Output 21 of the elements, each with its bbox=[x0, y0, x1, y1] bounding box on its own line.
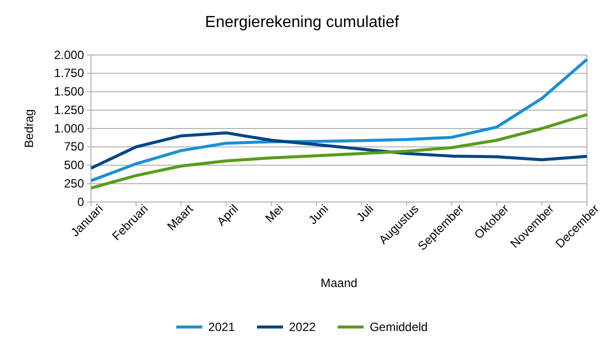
y-tick-label: 250 bbox=[64, 176, 84, 190]
y-tick-label: 500 bbox=[64, 158, 84, 172]
legend-label: 2021 bbox=[208, 320, 236, 334]
legend-label: Gemiddeld bbox=[370, 320, 428, 334]
x-tick-label: Juni bbox=[306, 202, 332, 228]
y-tick-label: 2.000 bbox=[54, 48, 84, 62]
y-axis-title: Bedrag bbox=[22, 109, 36, 148]
y-tick-label: 1.250 bbox=[54, 102, 84, 117]
legend-label: 2022 bbox=[288, 320, 316, 334]
y-tick-label: 0 bbox=[77, 194, 84, 209]
x-tick-label: Mei bbox=[262, 202, 286, 226]
y-tick-label: 1.500 bbox=[54, 84, 84, 99]
x-tick-label: Juli bbox=[354, 202, 376, 224]
line-series bbox=[90, 131, 588, 170]
chart-title: Energierekening cumulatief bbox=[205, 14, 400, 31]
line-series bbox=[90, 58, 588, 182]
y-tick-label: 1.750 bbox=[54, 66, 84, 80]
line-series bbox=[90, 113, 588, 190]
y-tick-label: 1.000 bbox=[54, 121, 84, 136]
x-axis-title: Maand bbox=[320, 276, 358, 290]
y-tick-label: 750 bbox=[64, 140, 84, 154]
